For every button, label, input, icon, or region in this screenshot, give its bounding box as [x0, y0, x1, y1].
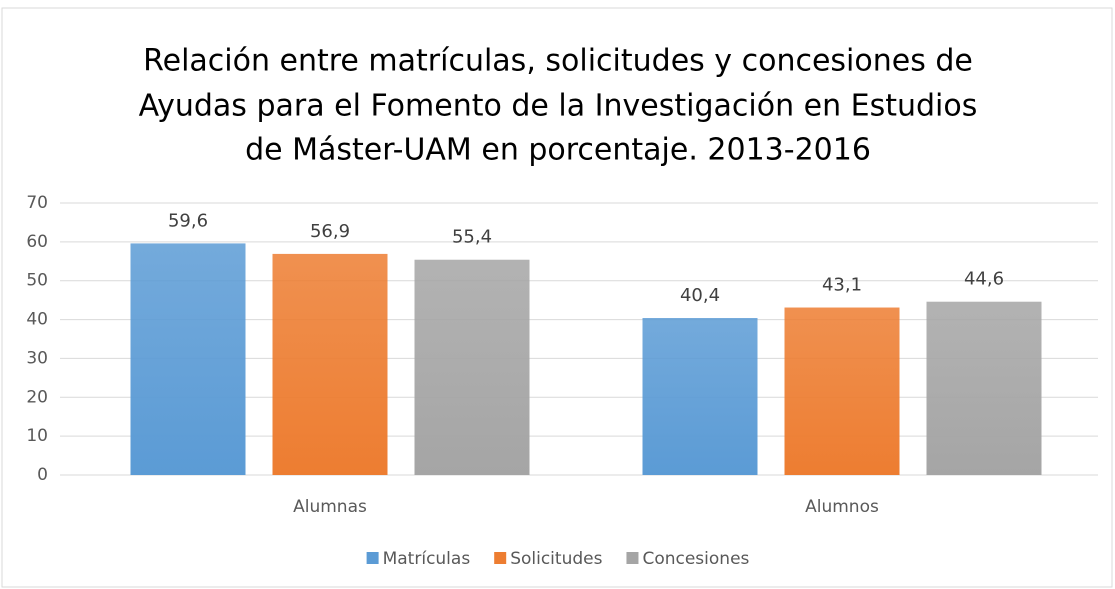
value-label: 40,4 — [680, 285, 720, 306]
bar — [642, 318, 758, 475]
value-label: 55,4 — [452, 227, 492, 248]
bar — [784, 307, 900, 475]
x-tick-label: Alumnas — [293, 497, 367, 517]
legend-swatch — [626, 552, 639, 564]
legend-item: Matrículas — [366, 549, 471, 569]
y-tick-label: 40 — [26, 310, 48, 330]
chart-title: de Máster-UAM en porcentaje. 2013-2016 — [245, 133, 871, 168]
x-tick-label: Alumnos — [805, 497, 879, 517]
y-tick-label: 70 — [26, 193, 48, 213]
y-tick-label: 10 — [26, 426, 48, 446]
value-label: 59,6 — [168, 210, 208, 231]
y-tick-label: 20 — [26, 387, 48, 407]
legend-swatch — [366, 552, 379, 564]
y-tick-label: 60 — [26, 232, 48, 252]
bar — [926, 301, 1042, 475]
legend-swatch — [494, 552, 507, 564]
legend-item: Concesiones — [626, 549, 750, 569]
bar — [130, 243, 246, 475]
value-label: 44,6 — [964, 269, 1004, 290]
legend-label: Matrículas — [383, 549, 471, 569]
chart-title: Relación entre matrículas, solicitudes y… — [143, 44, 973, 79]
bar — [272, 253, 388, 475]
chart-title: Ayudas para el Fomento de la Investigaci… — [139, 89, 978, 124]
value-label: 56,9 — [310, 221, 350, 242]
legend-label: Solicitudes — [510, 549, 602, 569]
y-tick-label: 0 — [37, 465, 48, 485]
y-tick-label: 30 — [26, 348, 48, 368]
bar — [414, 259, 530, 475]
value-label: 43,1 — [822, 275, 862, 296]
legend-label: Concesiones — [642, 549, 749, 569]
legend-item: Solicitudes — [494, 549, 603, 569]
y-tick-label: 50 — [26, 271, 48, 291]
